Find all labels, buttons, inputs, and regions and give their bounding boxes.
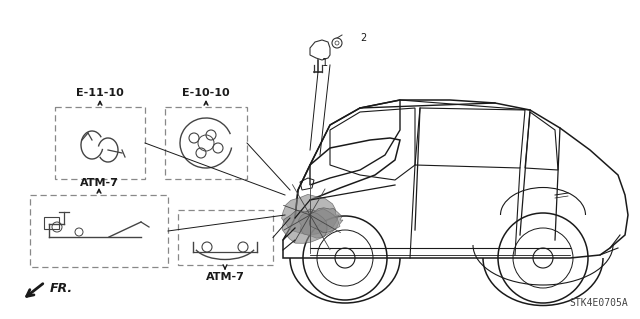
Bar: [165, 107, 247, 179]
Text: STK4E0705A: STK4E0705A: [569, 298, 628, 308]
Text: E-10-10: E-10-10: [182, 88, 230, 98]
Bar: [30, 195, 168, 267]
Polygon shape: [309, 208, 343, 233]
Text: FR.: FR.: [50, 281, 73, 294]
Text: ATM-7: ATM-7: [79, 178, 118, 188]
Polygon shape: [282, 210, 327, 243]
Text: 1: 1: [322, 58, 328, 68]
Text: E-11-10: E-11-10: [76, 88, 124, 98]
Bar: [178, 210, 273, 265]
Polygon shape: [282, 194, 339, 235]
Text: ATM-7: ATM-7: [205, 272, 244, 282]
Bar: [44, 217, 59, 229]
Text: 2: 2: [360, 33, 366, 43]
Polygon shape: [298, 209, 339, 238]
Bar: [55, 107, 145, 179]
